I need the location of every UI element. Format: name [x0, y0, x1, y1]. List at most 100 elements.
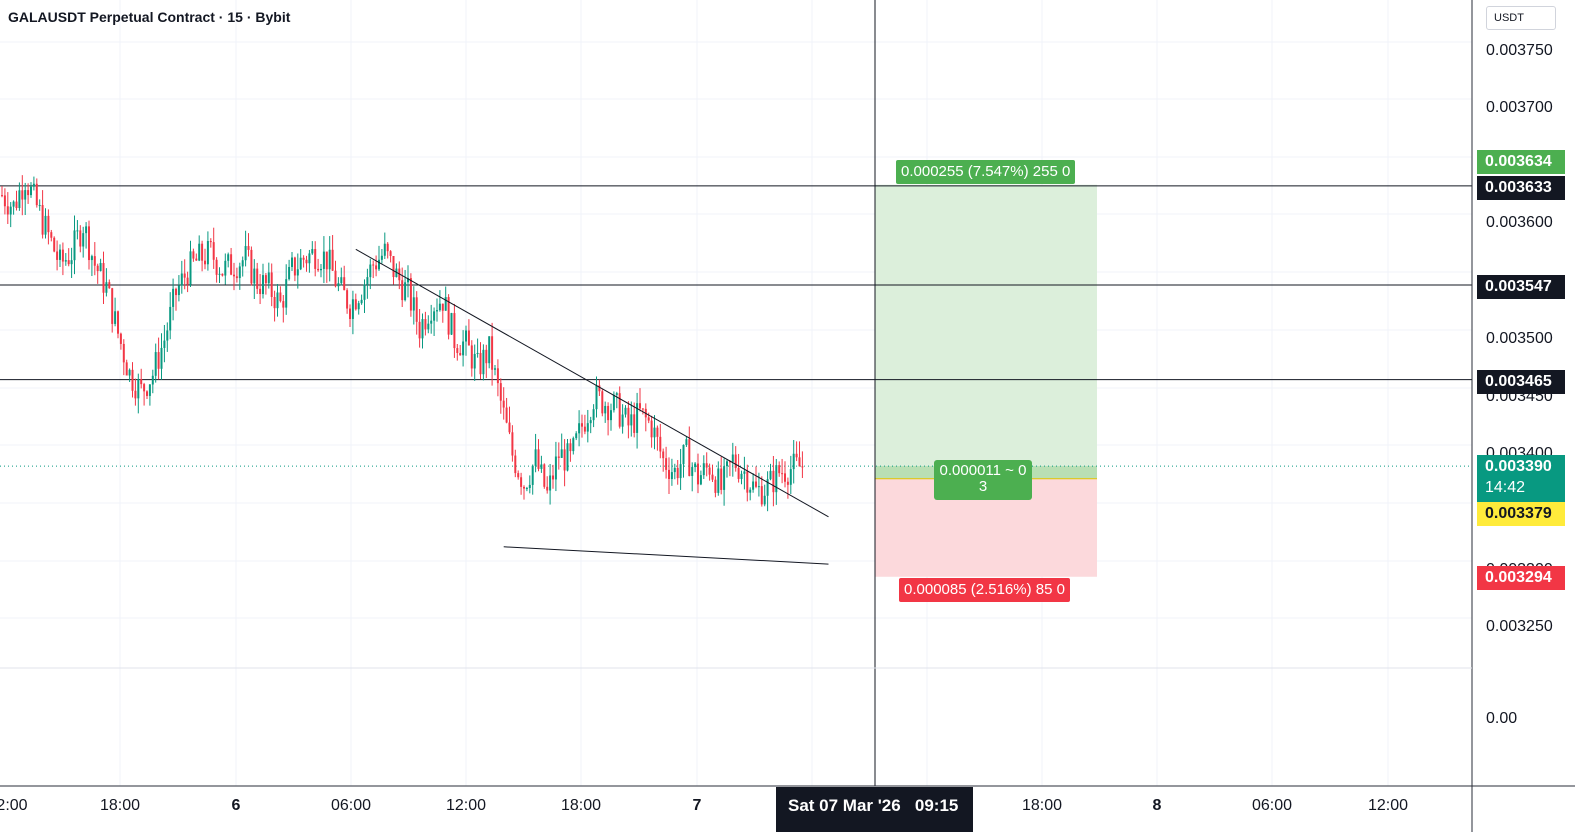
candle-body — [131, 369, 134, 391]
candle-body — [163, 340, 166, 348]
candle-body — [12, 201, 15, 207]
target-info-label[interactable]: 0.000255 (7.547%) 255 0 — [896, 160, 1076, 184]
candle-body — [467, 330, 470, 346]
candle-body — [604, 405, 607, 414]
symbol-title[interactable]: GALAUSDT Perpetual Contract · 15 · Bybit — [8, 9, 291, 25]
candle-body — [47, 215, 50, 233]
candle-body — [273, 296, 276, 309]
candle-body — [636, 403, 639, 433]
candle-body — [589, 420, 592, 424]
candle-body — [563, 449, 566, 471]
candle-body — [662, 451, 665, 459]
candle-body — [73, 230, 76, 261]
candle-body — [56, 251, 59, 260]
candle-body — [24, 190, 27, 200]
candle-body — [670, 472, 673, 480]
candle-body — [581, 423, 583, 427]
candle-body — [299, 257, 302, 270]
candle-body — [67, 260, 70, 265]
position-pnl-label[interactable]: 0.000011 ~ 0 3 — [934, 460, 1032, 500]
candle-body — [714, 479, 717, 493]
candle-body — [801, 466, 804, 468]
candle-body — [723, 466, 726, 490]
candle-body — [607, 405, 610, 421]
candle-body — [50, 232, 53, 238]
candle-body — [653, 427, 656, 438]
candle-body — [206, 241, 209, 265]
last-price-badge: 0.003390 14:42 — [1477, 455, 1565, 505]
candle-body — [540, 464, 543, 469]
candle-body — [79, 230, 82, 247]
trendline — [503, 546, 829, 565]
candle-body — [726, 461, 728, 467]
stop-info-label[interactable]: 0.000085 (2.516%) 85 0 — [899, 578, 1070, 602]
candle-body — [586, 423, 589, 432]
candle-body — [293, 257, 296, 276]
candle-body — [166, 330, 169, 341]
candle-body — [209, 241, 212, 243]
candle-body — [96, 265, 99, 272]
candle-body — [496, 368, 499, 384]
candle-body — [772, 470, 775, 493]
candle-body — [404, 282, 407, 301]
candle-body — [189, 251, 192, 285]
candle-body — [766, 479, 769, 496]
candle-body — [180, 273, 183, 286]
candle-body — [601, 391, 604, 414]
candle-body — [424, 319, 427, 330]
candle-body — [624, 407, 627, 415]
candle-body — [195, 258, 198, 261]
candle-body — [705, 463, 708, 468]
candle-body — [93, 256, 96, 266]
candle-body — [412, 297, 415, 311]
candle-body — [285, 279, 288, 308]
candle-body — [691, 467, 694, 476]
candle-body — [154, 352, 157, 376]
candle-body — [253, 268, 256, 284]
candle-body — [447, 297, 450, 335]
candle-body — [441, 303, 444, 311]
candle-body — [647, 417, 650, 421]
candle-body — [175, 288, 177, 296]
candle-body — [505, 407, 508, 423]
candle-body — [633, 414, 636, 433]
candle-body — [520, 477, 523, 487]
candle-body — [117, 311, 119, 334]
candle-body — [331, 249, 334, 271]
candle-body — [543, 464, 546, 487]
candle-body — [737, 468, 740, 479]
price-tick-label: 0.003700 — [1486, 99, 1553, 116]
candle-body — [61, 249, 64, 262]
candle-body — [792, 453, 795, 470]
candle-body — [459, 352, 462, 356]
currency-unit-button[interactable]: USDT — [1486, 6, 1556, 30]
candle-body — [334, 270, 337, 287]
candle-body — [76, 230, 79, 232]
candle-body — [514, 455, 517, 474]
candle-body — [108, 282, 111, 289]
candle-body — [30, 186, 32, 196]
candle-body — [227, 254, 230, 261]
candle-body — [575, 433, 578, 439]
candle-body — [183, 273, 186, 278]
candle-body — [433, 311, 436, 321]
candle-body — [668, 469, 670, 480]
candle-body — [250, 249, 253, 284]
crosshair-time-label: Sat 07 Mar '26 09:15 — [776, 787, 973, 832]
candle-body — [262, 275, 264, 295]
candle-body — [427, 323, 430, 330]
candle-body — [305, 259, 308, 264]
trendlines — [355, 248, 829, 565]
candle-body — [192, 251, 195, 259]
candle-body — [349, 308, 351, 319]
time-tick-label: 18:00 — [99, 797, 141, 814]
candle-body — [749, 489, 752, 493]
candle-body — [552, 475, 554, 480]
candle-body — [697, 463, 699, 485]
candle-body — [641, 408, 644, 410]
candle-body — [340, 277, 343, 284]
candle-body — [6, 206, 9, 215]
candle-body — [444, 297, 447, 311]
candle-body — [247, 246, 250, 250]
